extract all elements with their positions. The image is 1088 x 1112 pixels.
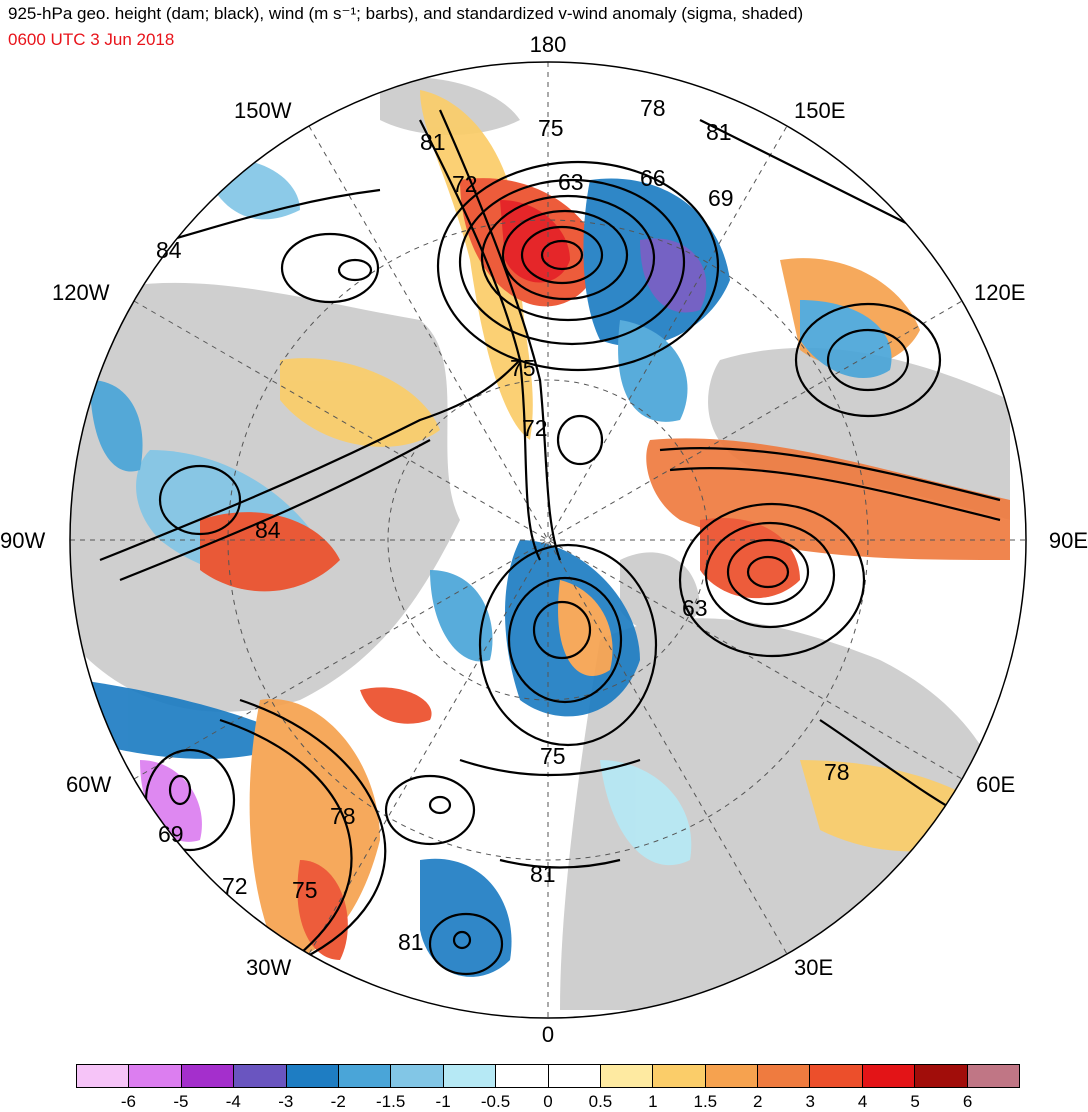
- contour-label: 81: [530, 861, 556, 887]
- colorbar-tick-label: -5: [173, 1092, 189, 1111]
- lon-label-60w: 60W: [66, 772, 111, 797]
- map-border: [69, 61, 1027, 1019]
- colorbar-tick-label: 0: [543, 1092, 553, 1111]
- lon-label-150w: 150W: [234, 98, 292, 123]
- colorbar-tick-label: -2: [330, 1092, 346, 1111]
- colorbar-tick-label: 6: [962, 1092, 973, 1111]
- map-datetime: 0600 UTC 3 Jun 2018: [8, 30, 175, 49]
- colorbar-swatch: [915, 1065, 968, 1087]
- contour-label: 66: [640, 165, 666, 191]
- colorbar-swatch: [548, 1065, 601, 1087]
- contour-label: 78: [330, 803, 356, 829]
- colorbar-tick-label: 2: [753, 1092, 763, 1111]
- contour-label: 72: [222, 873, 248, 899]
- contour-label: 75: [510, 355, 536, 381]
- contour-label: 63: [558, 169, 584, 195]
- contour-label: 69: [158, 821, 184, 847]
- lon-label-120w: 120W: [52, 280, 110, 305]
- colorbar-swatch: [391, 1065, 444, 1087]
- colorbar-tick-label: 3: [805, 1092, 815, 1111]
- colorbar: [76, 1064, 1020, 1088]
- lon-label-90w: 90W: [0, 528, 45, 553]
- contour-label: 75: [292, 877, 318, 903]
- lon-label-150e: 150E: [794, 98, 845, 123]
- colorbar-tick-label: 0.5: [588, 1092, 613, 1111]
- colorbar-tick-label: -4: [225, 1092, 241, 1111]
- colorbar-tick-label: 4: [857, 1092, 868, 1111]
- lon-label-120e: 120E: [974, 280, 1025, 305]
- colorbar-tick-label: -1: [435, 1092, 451, 1111]
- colorbar-tick-label: -1.5: [376, 1092, 406, 1111]
- colorbar-swatch: [129, 1065, 182, 1087]
- colorbar-swatch: [443, 1065, 497, 1087]
- colorbar-swatch: [181, 1065, 235, 1087]
- colorbar-swatch: [810, 1065, 863, 1087]
- map-title: 925-hPa geo. height (dam; black), wind (…: [8, 4, 804, 23]
- map-disk: [70, 62, 1026, 1018]
- contour-label: 84: [255, 517, 281, 543]
- contour-labels: 84 81 75 78 81 72 63 66 69 75 72 84 63 7…: [156, 95, 850, 955]
- colorbar-swatch: [496, 1065, 549, 1087]
- contour-label: 63: [682, 595, 708, 621]
- contour-label: 75: [540, 743, 566, 769]
- colorbar-swatch: [862, 1065, 916, 1087]
- lon-label-60e: 60E: [976, 772, 1015, 797]
- colorbar-swatch: [338, 1065, 392, 1087]
- contour-label: 75: [538, 115, 564, 141]
- colorbar-tick-label: -6: [120, 1092, 136, 1111]
- contour-label: 81: [420, 129, 446, 155]
- lon-label-30e: 30E: [794, 955, 833, 980]
- contour-label: 84: [156, 237, 182, 263]
- colorbar-tick-label: 5: [910, 1092, 920, 1111]
- lon-label-30w: 30W: [246, 955, 291, 980]
- colorbar-swatch: [653, 1065, 706, 1087]
- contour-label: 78: [640, 95, 666, 121]
- colorbar-swatch: [758, 1065, 811, 1087]
- contour-label: 81: [706, 119, 732, 145]
- contour-label: 72: [452, 171, 478, 197]
- lon-label-180: 180: [530, 32, 567, 57]
- contour-label: 81: [398, 929, 424, 955]
- colorbar-tick-label: -3: [278, 1092, 294, 1111]
- colorbar-swatch: [967, 1065, 1020, 1087]
- colorbar-swatch: [286, 1065, 339, 1087]
- colorbar-ticks: -6 -5 -4 -3 -2 -1.5 -1 -0.5 0 0.5 1 1.5 2 3 4 5 6: [76, 1092, 1020, 1112]
- colorbar-swatch: [77, 1065, 130, 1087]
- lon-label-90e: 90E: [1049, 528, 1088, 553]
- colorbar-swatch: [234, 1065, 287, 1087]
- contour-label: 78: [824, 759, 850, 785]
- colorbar-tick-label: 1: [648, 1092, 658, 1111]
- colorbar-tick-label: -0.5: [480, 1092, 511, 1111]
- colorbar-tick-label: 1.5: [693, 1092, 718, 1111]
- colorbar-swatch: [705, 1065, 759, 1087]
- contour-label: 72: [522, 415, 548, 441]
- lon-label-0: 0: [542, 1022, 554, 1047]
- contour-label: 69: [708, 185, 734, 211]
- colorbar-swatch: [600, 1065, 654, 1087]
- longitude-labels: 180 0 90W 90E 150W 120W 60W 30W 150E 120…: [0, 32, 1088, 1047]
